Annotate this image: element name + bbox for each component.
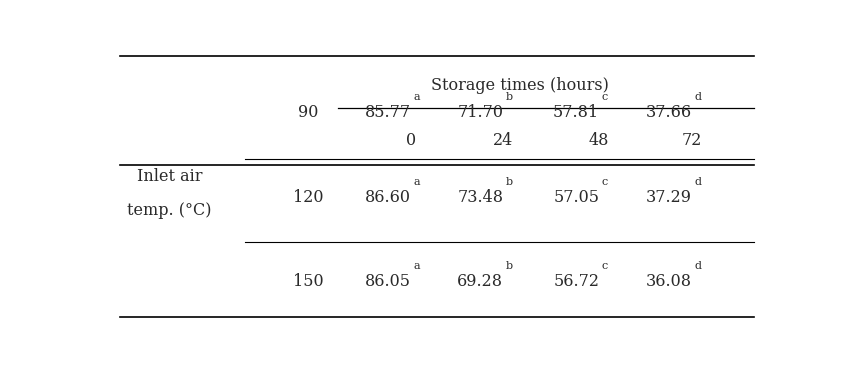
Text: a: a (413, 92, 419, 102)
Text: d: d (694, 92, 700, 102)
Text: 120: 120 (292, 189, 323, 206)
Text: 0: 0 (406, 132, 415, 149)
Text: 57.05: 57.05 (552, 189, 598, 206)
Text: b: b (505, 261, 512, 271)
Text: d: d (694, 261, 700, 271)
Text: b: b (505, 177, 512, 187)
Text: 72: 72 (681, 132, 701, 149)
Text: 36.08: 36.08 (645, 273, 691, 290)
Text: 71.70: 71.70 (457, 104, 503, 121)
Text: 150: 150 (292, 273, 323, 290)
Text: 86.60: 86.60 (365, 189, 411, 206)
Text: 90: 90 (297, 104, 318, 121)
Text: 37.29: 37.29 (645, 189, 691, 206)
Text: 85.77: 85.77 (364, 104, 411, 121)
Text: c: c (601, 177, 607, 187)
Text: 57.81: 57.81 (552, 104, 598, 121)
Text: Inlet air: Inlet air (136, 168, 202, 185)
Text: c: c (601, 261, 607, 271)
Text: temp. (°C): temp. (°C) (127, 202, 211, 219)
Text: 86.05: 86.05 (365, 273, 411, 290)
Text: 48: 48 (588, 132, 608, 149)
Text: 73.48: 73.48 (457, 189, 503, 206)
Text: 69.28: 69.28 (457, 273, 503, 290)
Text: 24: 24 (492, 132, 513, 149)
Text: Storage times (hours): Storage times (hours) (430, 77, 608, 94)
Text: 37.66: 37.66 (645, 104, 691, 121)
Text: b: b (505, 92, 512, 102)
Text: 56.72: 56.72 (552, 273, 598, 290)
Text: a: a (413, 261, 419, 271)
Text: a: a (413, 177, 419, 187)
Text: c: c (601, 92, 607, 102)
Text: d: d (694, 177, 700, 187)
